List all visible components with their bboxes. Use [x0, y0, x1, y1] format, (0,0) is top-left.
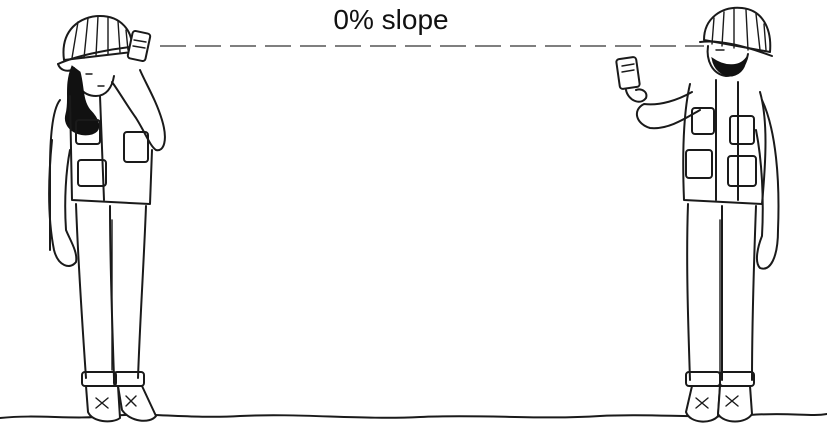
- right-surveyor: [615, 6, 780, 423]
- left-hair: [64, 65, 100, 136]
- slope-caption: 0% slope: [333, 4, 448, 35]
- left-vest-pocket-right: [123, 131, 149, 163]
- right-beard: [711, 56, 747, 77]
- right-vest-pocket-lower: [685, 149, 713, 179]
- left-vest-pocket-lower: [77, 159, 107, 187]
- right-vest-pocket-right-1: [729, 115, 755, 145]
- left-clinometer: [126, 29, 152, 63]
- left-vest-pocket-upper: [75, 119, 101, 145]
- right-vest-pocket-right-2: [727, 155, 757, 187]
- right-hard-hat: [699, 6, 773, 57]
- left-hard-hat: [57, 15, 141, 72]
- right-clinometer: [615, 56, 641, 90]
- left-surveyor: [48, 15, 166, 423]
- left-boot-2: [117, 385, 157, 422]
- right-vest-pocket-upper: [691, 107, 715, 135]
